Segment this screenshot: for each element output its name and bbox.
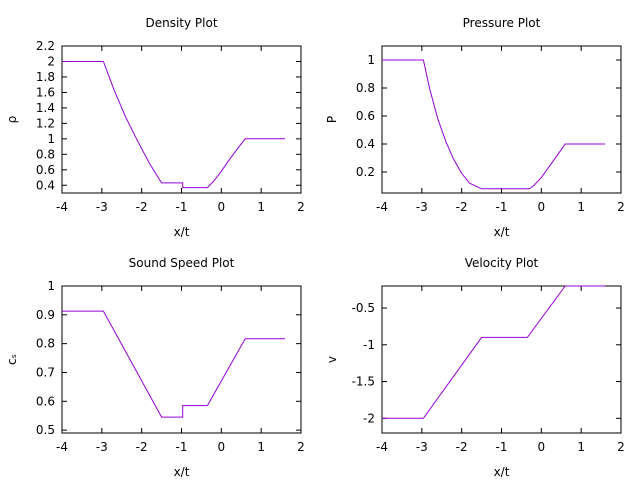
x-tick-label: -2 [136,440,148,454]
chart-title: Density Plot [145,16,217,30]
x-axis-label: x/t [174,225,190,239]
x-axis-label: x/t [494,225,510,239]
x-axis-label: x/t [494,465,510,479]
panel-pressure: Pressure Plot -4 -3 -2 -1 0 1 2 0.2 0.4 0.6 0.8 1 x/t… [325,16,625,239]
y-tick-label: 1.2 [36,116,55,130]
series-line [62,310,286,418]
y-tick-label: 1 [47,132,55,146]
x-tick-label: -1 [496,440,508,454]
panel-velocity: Velocity Plot -4 -3 -2 -1 0 1 2 -2 -1.5 -1 -0.5 x/t v [325,256,625,479]
x-tick-label: 2 [297,440,305,454]
x-tick-label: 2 [617,440,625,454]
x-tick-label: -3 [416,440,428,454]
x-tick-label: -4 [56,440,68,454]
y-tick-label: 0.8 [36,147,55,161]
x-tick-label: 1 [577,200,585,214]
y-tick-label: 0.2 [356,165,375,179]
x-tick-label: -4 [376,440,388,454]
x-tick-label: 0 [538,440,546,454]
y-tick-label: -1 [363,338,375,352]
y-tick-label: 1.6 [36,85,55,99]
series-line [62,61,286,189]
y-tick-label: 0.5 [36,423,55,437]
x-tick-label: -3 [96,440,108,454]
series-line [382,59,606,190]
x-tick-label: 2 [297,200,305,214]
x-tick-label: -2 [456,440,468,454]
plot-frame [381,285,622,434]
chart-title: Pressure Plot [463,16,541,30]
x-axis-label: x/t [174,465,190,479]
y-tick-label: 2.2 [36,39,55,53]
y-tick-label: 0.7 [36,365,55,379]
x-tick-label: -1 [496,200,508,214]
chart-title: Sound Speed Plot [129,256,235,270]
y-tick-label: 0.8 [36,337,55,351]
chart-title: Velocity Plot [465,256,539,270]
x-tick-label: 0 [538,200,546,214]
plot-frame [61,45,302,194]
x-tick-label: 0 [218,440,226,454]
x-tick-label: -3 [96,200,108,214]
x-tick-label: -1 [176,200,188,214]
x-tick-label: -4 [56,200,68,214]
y-tick-label: 1.8 [36,70,55,84]
y-tick-label: 0.4 [36,178,55,192]
plot-frame [381,45,622,194]
x-tick-label: 1 [577,440,585,454]
x-tick-label: 1 [257,440,265,454]
x-tick-label: 1 [257,200,265,214]
panel-density: Density Plot-4 -3 -2 -1 0 1 20.40.60.811.21.41… [5,16,305,239]
y-axis-label: ρ [5,116,19,124]
y-tick-label: 0.6 [36,394,55,408]
y-tick-label: -1.5 [352,375,375,389]
y-tick-label: 1 [367,53,375,67]
y-tick-label: 0.4 [356,137,375,151]
y-tick-label: -2 [363,411,375,425]
x-tick-label: -3 [416,200,428,214]
plot-frame [61,285,302,434]
x-tick-label: -1 [176,440,188,454]
x-tick-label: -2 [456,200,468,214]
x-tick-label: -4 [376,200,388,214]
panel-sound-speed: Sound Speed Plot -4 -3 -2 -1 0 1 2 0.5 0.6 0.7 0.8 0… [5,256,305,479]
y-tick-label: 0.8 [356,81,375,95]
series-line [382,285,606,419]
x-tick-label: -2 [136,200,148,214]
y-tick-label: 1.4 [36,101,55,115]
y-tick-label: 0.6 [356,109,375,123]
y-axis-label: v [325,356,339,363]
y-axis-label: cₛ [5,354,19,365]
y-axis-label: P [325,116,339,123]
y-tick-label: 2 [47,54,55,68]
y-tick-label: 0.6 [36,163,55,177]
x-tick-label: 0 [218,200,226,214]
x-tick-label: 2 [617,200,625,214]
y-tick-label: 1 [47,279,55,293]
y-tick-label: 0.9 [36,308,55,322]
y-tick-label: -0.5 [352,301,375,315]
